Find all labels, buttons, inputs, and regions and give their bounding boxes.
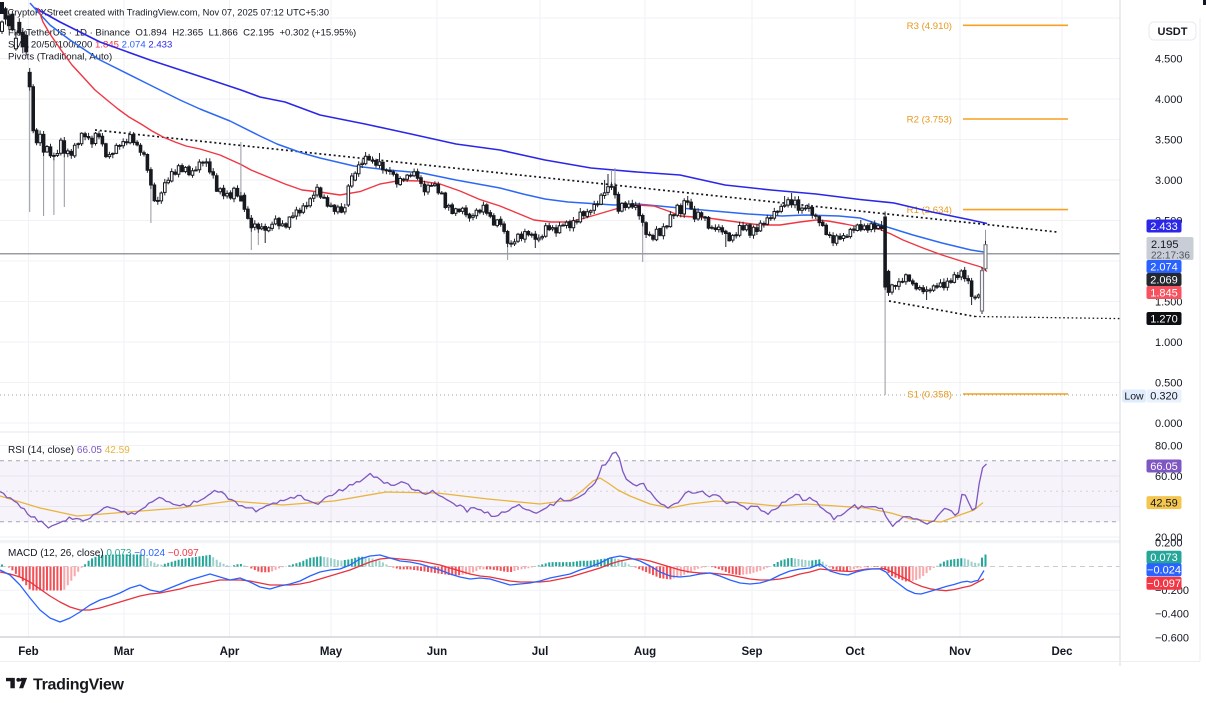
svg-text:−0.600: −0.600 (1155, 632, 1189, 644)
svg-text:20.00: 20.00 (1155, 532, 1183, 544)
svg-text:0.000: 0.000 (1155, 418, 1183, 430)
svg-text:60.00: 60.00 (1155, 471, 1183, 483)
svg-text:−0.400: −0.400 (1155, 609, 1189, 621)
svg-text:4.000: 4.000 (1155, 94, 1183, 106)
svg-text:−0.024: −0.024 (1147, 565, 1181, 577)
svg-text:80.00: 80.00 (1155, 440, 1183, 452)
svg-text:22:17:36: 22:17:36 (1151, 251, 1190, 262)
svg-text:MACD (12, 26, close) 0.073 −0.: MACD (12, 26, close) 0.073 −0.024 −0.097 (8, 548, 199, 559)
svg-text:3.000: 3.000 (1155, 175, 1183, 187)
svg-text:TradingView: TradingView (33, 677, 125, 694)
svg-text:2.195: 2.195 (1151, 239, 1179, 251)
svg-text:4.500: 4.500 (1155, 53, 1183, 65)
svg-text:SMA 20/50/100/200 1.845 2.074: SMA 20/50/100/200 1.845 2.074 2.433 (8, 40, 172, 51)
svg-text:Jul: Jul (532, 646, 549, 658)
svg-text:1.500: 1.500 (1155, 296, 1183, 308)
svg-text:Feb: Feb (18, 646, 38, 658)
svg-text:Pivots (Traditional, Auto): Pivots (Traditional, Auto) (8, 52, 112, 63)
svg-text:May: May (320, 646, 343, 658)
svg-text:S1 (0.358): S1 (0.358) (907, 390, 952, 401)
svg-text:−0.097: −0.097 (1147, 578, 1181, 590)
svg-text:USDT: USDT (1158, 26, 1188, 38)
svg-text:Sep: Sep (741, 646, 762, 658)
svg-text:2.433: 2.433 (1150, 221, 1178, 233)
svg-text:Apr: Apr (220, 646, 240, 658)
svg-text:1.845: 1.845 (1150, 287, 1178, 299)
svg-text:Jun: Jun (427, 646, 447, 658)
svg-text:Aug: Aug (634, 646, 656, 658)
svg-text:2.074: 2.074 (1150, 261, 1178, 273)
svg-text:0.073: 0.073 (1150, 552, 1178, 564)
svg-text:2.069: 2.069 (1150, 274, 1178, 286)
svg-text:Dec: Dec (1051, 646, 1073, 658)
svg-text:3.500: 3.500 (1155, 134, 1183, 146)
svg-text:1.000: 1.000 (1155, 337, 1183, 349)
svg-text:Oct: Oct (845, 646, 864, 658)
svg-text:Mar: Mar (114, 646, 135, 658)
svg-text:42.59: 42.59 (1150, 497, 1178, 509)
svg-text:Nov: Nov (949, 646, 971, 658)
svg-text:CryptoFXStreet created with Tr: CryptoFXStreet created with TradingView.… (8, 8, 330, 18)
svg-text:Low: Low (1124, 390, 1144, 402)
svg-text:0.320: 0.320 (1150, 390, 1178, 402)
svg-text:R3 (4.910): R3 (4.910) (907, 21, 952, 32)
svg-text:FluxTetherUS · 1D · Binance O: FluxTetherUS · 1D · Binance O1.894 H2.36… (8, 28, 356, 39)
svg-text:RSI (14, close) 66.05 42.59: RSI (14, close) 66.05 42.59 (8, 445, 130, 456)
svg-text:0.500: 0.500 (1155, 377, 1183, 389)
svg-text:R2 (3.753): R2 (3.753) (907, 115, 952, 126)
svg-text:66.05: 66.05 (1150, 461, 1178, 473)
svg-text:0.200: 0.200 (1155, 538, 1183, 550)
svg-text:1.270: 1.270 (1150, 313, 1178, 325)
